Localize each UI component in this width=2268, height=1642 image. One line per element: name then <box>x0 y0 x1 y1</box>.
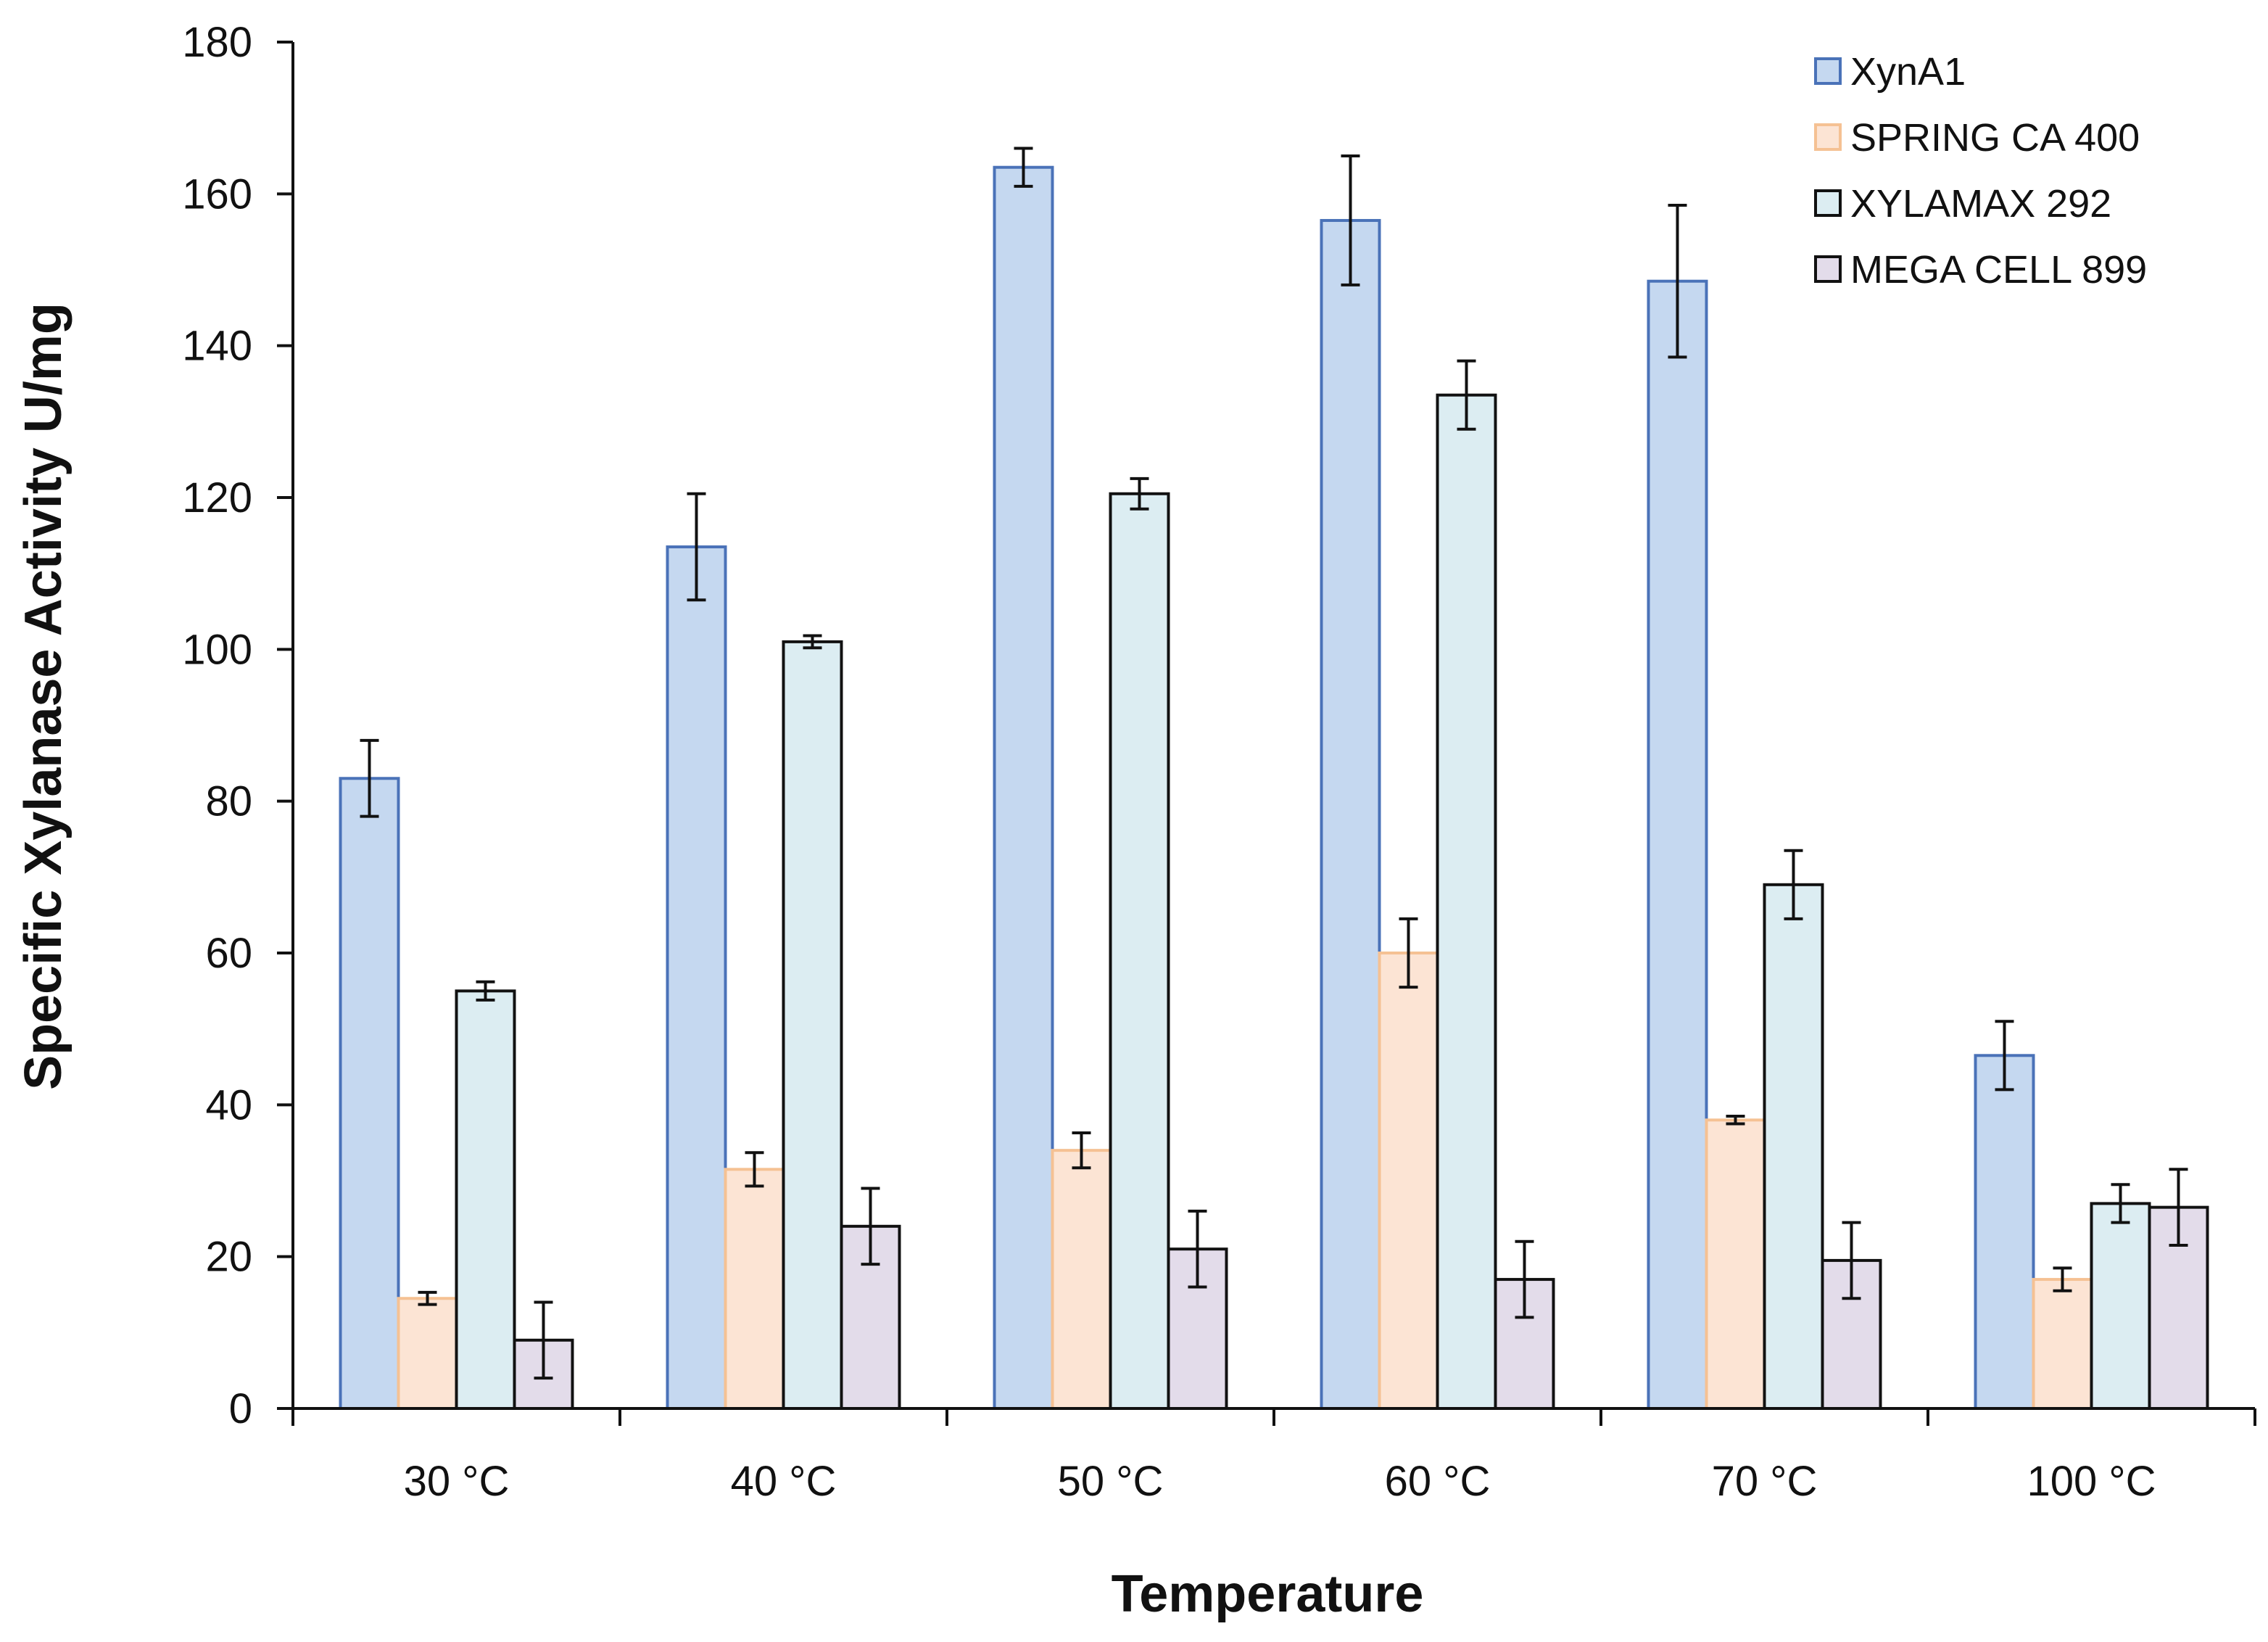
bar <box>1378 952 1439 1410</box>
y-tick-label: 60 <box>205 930 252 977</box>
legend-label: XynA1 <box>1850 50 1966 94</box>
legend: XynA1 SPRING CA 400 XYLAMAX 292 MEGA CELL 8… <box>1814 50 2147 292</box>
y-tick-label: 80 <box>205 778 252 825</box>
x-tick-label: 40 °C <box>731 1458 837 1505</box>
legend-swatch <box>1814 255 1842 283</box>
bar <box>1705 1118 1766 1411</box>
bar <box>1494 1278 1555 1410</box>
y-tick-label: 40 <box>205 1081 252 1129</box>
legend-label: XYLAMAX 292 <box>1850 182 2111 226</box>
bar <box>397 1297 458 1410</box>
y-tick-label: 160 <box>182 170 252 218</box>
legend-swatch <box>1814 57 1842 85</box>
y-tick-label: 180 <box>182 19 252 66</box>
bar <box>2090 1202 2151 1411</box>
error-bars-layer <box>360 147 2188 1380</box>
y-tick-label: 20 <box>205 1234 252 1281</box>
bar <box>782 640 843 1410</box>
x-tick-label: 30 °C <box>404 1458 510 1505</box>
bar <box>1320 218 1381 1410</box>
y-tick-label: 0 <box>229 1385 252 1432</box>
y-axis-title: Specific Xylanase Activity U/mg <box>15 302 73 1090</box>
bar <box>993 165 1054 1411</box>
legend-swatch <box>1814 189 1842 217</box>
y-tick-label: 140 <box>182 323 252 370</box>
x-tick-label: 60 °C <box>1385 1458 1491 1505</box>
x-tick-label: 70 °C <box>1712 1458 1818 1505</box>
bar <box>2032 1278 2093 1410</box>
bar <box>339 777 400 1411</box>
x-tick-label: 100 °C <box>2027 1458 2156 1505</box>
x-tick-label: 50 °C <box>1058 1458 1164 1505</box>
bar <box>1763 883 1824 1411</box>
x-axis-title: Temperature <box>1112 1565 1424 1623</box>
bar <box>1109 492 1170 1410</box>
bars-layer <box>339 165 2209 1411</box>
bar <box>1974 1054 2035 1411</box>
bar <box>1436 393 1497 1411</box>
bar <box>724 1168 785 1411</box>
legend-label: MEGA CELL 899 <box>1850 248 2147 292</box>
bar <box>666 545 727 1410</box>
y-tick-label: 120 <box>182 474 252 521</box>
y-tick-label: 100 <box>182 626 252 673</box>
legend-label: SPRING CA 400 <box>1850 116 2140 160</box>
axes-layer: 0 20 40 60 80 100 120 140 160 180 30 °C 40 °C 50 °C 6… <box>182 19 2256 1505</box>
bar <box>1051 1149 1112 1410</box>
bar <box>455 989 516 1411</box>
legend-swatch <box>1814 123 1842 151</box>
bar <box>1647 279 1708 1411</box>
